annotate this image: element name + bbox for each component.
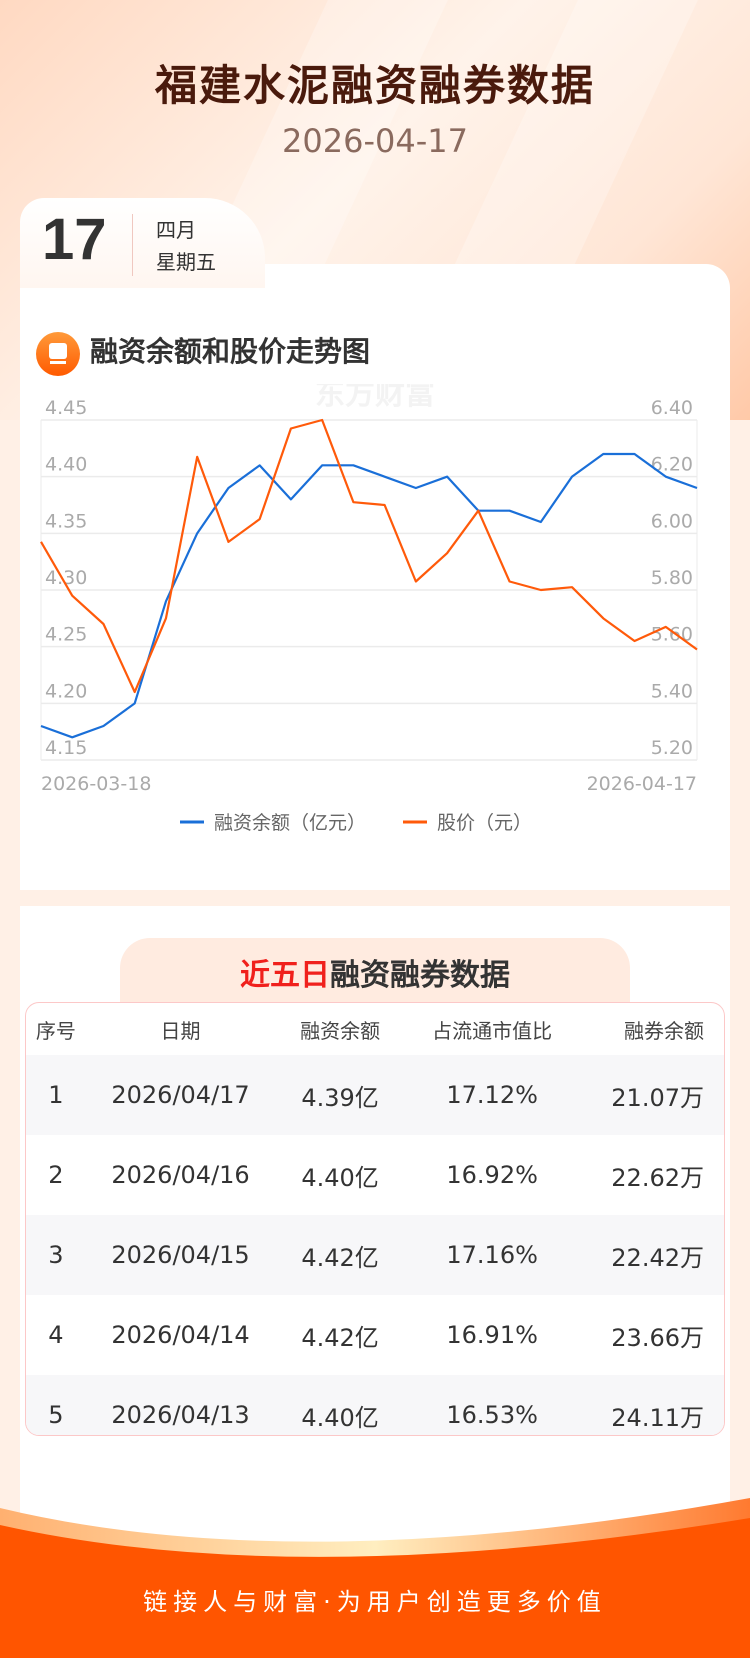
- table-cell: 2026/04/16: [111, 1161, 250, 1189]
- table-row: 1 2026/04/17 4.39亿 17.12% 21.07万: [26, 1055, 724, 1135]
- table-title-rest: 融资融券数据: [330, 958, 510, 993]
- table-cell: 4.40亿: [301, 1403, 379, 1432]
- legend-label: 股价（元）: [437, 812, 532, 834]
- table-cell: 16.53%: [446, 1401, 538, 1429]
- footer-wave: [0, 1498, 750, 1658]
- table-card: 近五日融资融券数据 序号 日期 融资余额 占流通市值比 融券余额 1 2026/0…: [20, 906, 730, 1546]
- table-row: 4 2026/04/14 4.42亿 16.91% 23.66万: [26, 1295, 724, 1375]
- table-cell: 1: [48, 1081, 64, 1109]
- header-cell: 融资余额: [300, 1018, 381, 1043]
- header-cell: 日期: [160, 1018, 201, 1043]
- data-table: 序号 日期 融资余额 占流通市值比 融券余额 1 2026/04/17 4.39亿 1…: [25, 1002, 725, 1436]
- left-tick-label: 4.35: [45, 510, 87, 532]
- table-cell: 23.66万: [611, 1323, 704, 1352]
- table-title-highlight: 近五日: [240, 958, 330, 993]
- table-cell: 22.62万: [611, 1163, 704, 1192]
- table-header: 序号 日期 融资余额 占流通市值比 融券余额: [26, 1003, 724, 1055]
- header-cell: 融券余额: [624, 1018, 704, 1043]
- table-cell: 2: [48, 1161, 64, 1189]
- chart-icon: [36, 332, 80, 376]
- table-cell: 17.16%: [446, 1241, 538, 1269]
- table-cell: 2026/04/15: [111, 1241, 250, 1269]
- date-weekday: 星期五: [156, 250, 216, 274]
- table-cell: 4.39亿: [301, 1083, 379, 1112]
- table-cell: 2026/04/14: [111, 1321, 250, 1349]
- header-cell: 序号: [35, 1018, 76, 1043]
- left-tick-label: 4.40: [45, 454, 87, 476]
- x-start-label: 2026-03-18: [41, 773, 151, 795]
- left-tick-label: 4.25: [45, 624, 87, 646]
- page-title: 福建水泥融资融券数据: [154, 61, 595, 110]
- series-line-price: [40, 418, 698, 694]
- left-tick-label: 4.15: [45, 737, 87, 759]
- right-tick-label: 6.00: [651, 510, 693, 532]
- page-date: 2026-04-17: [282, 122, 468, 160]
- table-cell: 4.42亿: [301, 1243, 379, 1272]
- table-row: 2 2026/04/16 4.40亿 16.92% 22.62万: [26, 1135, 724, 1215]
- table-cell: 2026/04/17: [111, 1081, 250, 1109]
- divider: [132, 214, 133, 276]
- table-row: 3 2026/04/15 4.42亿 17.16% 22.42万: [26, 1215, 724, 1295]
- table-cell: 24.11万: [611, 1403, 704, 1432]
- line-chart: 东方财富 4.45 6.40 4.40 6.20 4.35 6.00 4.30 5.80 4.25…: [40, 384, 698, 834]
- table-cell: 22.42万: [611, 1243, 704, 1272]
- left-tick-label: 4.30: [45, 567, 87, 589]
- table-cell: 5: [48, 1401, 64, 1429]
- series-line-margin: [40, 452, 698, 739]
- right-tick-label: 5.20: [651, 737, 693, 759]
- footer-slogan: 链接人与财富·为用户创造更多价值: [143, 1588, 607, 1616]
- x-end-label: 2026-04-17: [587, 773, 697, 795]
- right-tick-label: 6.20: [651, 454, 693, 476]
- left-tick-label: 4.45: [45, 397, 87, 419]
- table-cell: 17.12%: [446, 1081, 538, 1109]
- header-cell: 占流通市值比: [432, 1018, 553, 1043]
- table-row: 5 2026/04/13 4.40亿 16.53% 24.11万: [26, 1375, 724, 1435]
- table-cell: 4: [48, 1321, 64, 1349]
- table-cell: 16.91%: [446, 1321, 538, 1349]
- right-tick-label: 6.40: [651, 397, 693, 419]
- right-tick-label: 5.80: [651, 567, 693, 589]
- right-tick-label: 5.40: [651, 680, 693, 702]
- chart-section-title: 融资余额和股价走势图: [90, 335, 371, 368]
- left-tick-label: 4.20: [45, 680, 87, 702]
- table-cell: 3: [48, 1241, 64, 1269]
- chart-card: 融资余额和股价走势图 东方财富 4.45 6.40 4.40 6.20 4.35 6.00 4…: [20, 264, 730, 890]
- table-cell: 21.07万: [611, 1083, 704, 1112]
- table-cell: 4.42亿: [301, 1323, 379, 1352]
- date-month: 四月: [156, 218, 196, 242]
- watermark: 东方财富: [315, 384, 435, 412]
- date-day: 17: [42, 207, 107, 272]
- legend-label: 融资余额（亿元）: [214, 812, 366, 834]
- date-tab: 17 四月 星期五: [20, 198, 265, 288]
- table-cell: 2026/04/13: [111, 1401, 250, 1429]
- table-cell: 16.92%: [446, 1161, 538, 1189]
- table-cell: 4.40亿: [301, 1163, 379, 1192]
